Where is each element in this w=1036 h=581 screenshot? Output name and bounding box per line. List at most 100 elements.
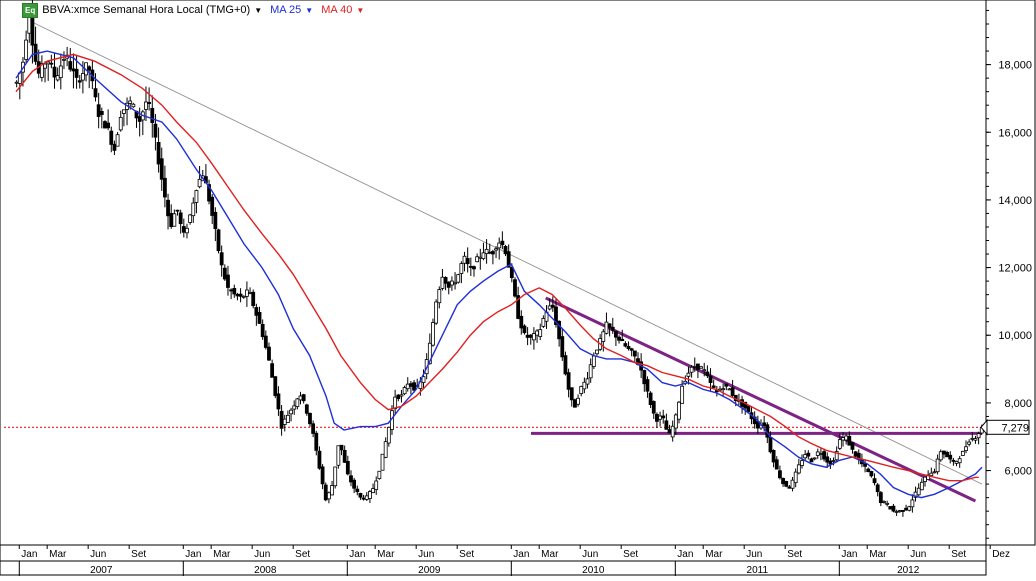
price-bar-body	[595, 349, 599, 355]
price-bar-body	[942, 450, 946, 455]
price-bar-body	[421, 376, 426, 383]
price-bar-body	[901, 509, 905, 512]
price-bar-body	[150, 107, 155, 123]
price-bar-body	[345, 461, 350, 475]
price-bar-body	[131, 103, 136, 108]
price-bar-body	[251, 291, 256, 307]
current-price-label: 7,279	[1001, 422, 1029, 434]
price-bar-body	[538, 329, 543, 337]
price-bar-body	[402, 387, 407, 395]
price-bar-body	[689, 366, 694, 373]
price-bar-body	[412, 382, 416, 391]
price-bar-body	[169, 213, 174, 227]
price-bar-body	[109, 130, 114, 145]
price-bar-body	[819, 453, 823, 455]
price-bar-body	[629, 348, 634, 351]
price-bar-body	[724, 383, 729, 387]
price-bar-body	[216, 229, 221, 252]
price-bar-body	[49, 62, 54, 65]
caret-down-icon[interactable]: ▼	[356, 5, 365, 15]
price-bar-body	[528, 334, 533, 338]
year-label: 2007	[90, 565, 113, 576]
price-bar-body	[910, 499, 915, 508]
price-bar-body	[588, 364, 593, 379]
price-bar-body	[692, 365, 697, 368]
price-bar-body	[620, 338, 625, 342]
price-bar-body	[229, 289, 234, 292]
price-bar-body	[721, 388, 726, 391]
price-bar-body	[153, 123, 158, 138]
price-bar-body	[43, 63, 47, 69]
price-bar-body	[257, 311, 262, 324]
price-bar-body	[46, 61, 51, 65]
caret-down-icon[interactable]: ▼	[254, 5, 263, 15]
price-bar-body	[478, 256, 483, 259]
caret-down-icon[interactable]: ▼	[305, 5, 314, 15]
price-bar-body	[137, 116, 142, 122]
price-bar-body	[434, 301, 439, 324]
x-tick-label: Jun	[910, 549, 926, 560]
price-bar-body	[614, 331, 618, 338]
x-tick-label: Jun	[418, 549, 434, 560]
ma-long-label[interactable]: MA 40	[321, 4, 353, 16]
current-price-tag-pointer	[980, 418, 988, 436]
price-bar-body	[563, 355, 568, 375]
price-bar-body	[768, 436, 773, 453]
price-bar-body	[875, 484, 880, 493]
price-bar-body	[888, 506, 893, 510]
price-bar-body	[929, 472, 934, 476]
price-bar-body	[778, 470, 782, 479]
price-bar-body	[456, 274, 461, 283]
price-bar-body	[897, 510, 902, 512]
price-bar-body	[787, 486, 792, 489]
price-bar-body	[509, 267, 514, 278]
price-bar-body	[973, 438, 978, 441]
ma-short-label[interactable]: MA 25	[270, 4, 302, 16]
price-bar-body	[607, 323, 612, 328]
price-bar-body	[497, 242, 502, 249]
price-bar-body	[339, 444, 344, 451]
price-bar-body	[522, 325, 527, 334]
x-tick-label: Mar	[541, 549, 559, 560]
price-bar-body	[825, 456, 830, 463]
x-tick-label: Set	[459, 549, 474, 560]
price-bar-body	[462, 255, 467, 264]
price-bar-body	[976, 433, 981, 439]
price-bar-body	[244, 289, 249, 297]
price-bar-body	[812, 457, 817, 460]
price-bar-body	[238, 293, 243, 297]
price-bar-body	[617, 336, 621, 341]
y-tick-label: 16,000	[998, 127, 1032, 139]
price-bar-body	[822, 451, 826, 460]
price-bar-body	[834, 451, 839, 461]
x-tick-label: Set	[131, 549, 146, 560]
price-bar-body	[311, 423, 316, 434]
price-axis-panel	[985, 0, 1036, 546]
price-bar-body	[112, 143, 117, 151]
price-bar-body	[121, 109, 126, 114]
price-bar-body	[55, 75, 60, 81]
price-bar-body	[696, 363, 700, 370]
price-bar-body	[87, 66, 92, 71]
price-bar-body	[292, 405, 297, 410]
x-tick-label: Set	[787, 549, 802, 560]
symbol-label[interactable]: BBVA:xmce Semanal Hora Local (TMG+0)	[42, 4, 251, 16]
price-bar-body	[661, 415, 666, 419]
price-bar-body	[670, 425, 675, 438]
price-bar-body	[658, 415, 662, 420]
price-bar-body	[673, 414, 678, 429]
price-bar-body	[730, 387, 735, 396]
price-bar-body	[891, 505, 896, 512]
price-bar-body	[207, 184, 211, 202]
x-tick-label: Mar	[869, 549, 887, 560]
price-bar-body	[399, 394, 404, 397]
price-bar-body	[916, 487, 921, 496]
year-label: 2010	[582, 565, 605, 576]
year-label: 2012	[897, 565, 920, 576]
price-bar-body	[115, 134, 120, 147]
price-bar-body	[500, 240, 505, 246]
price-bar-body	[80, 73, 85, 81]
x-tick-label: Jan	[841, 549, 857, 560]
price-bar-body	[144, 101, 148, 110]
